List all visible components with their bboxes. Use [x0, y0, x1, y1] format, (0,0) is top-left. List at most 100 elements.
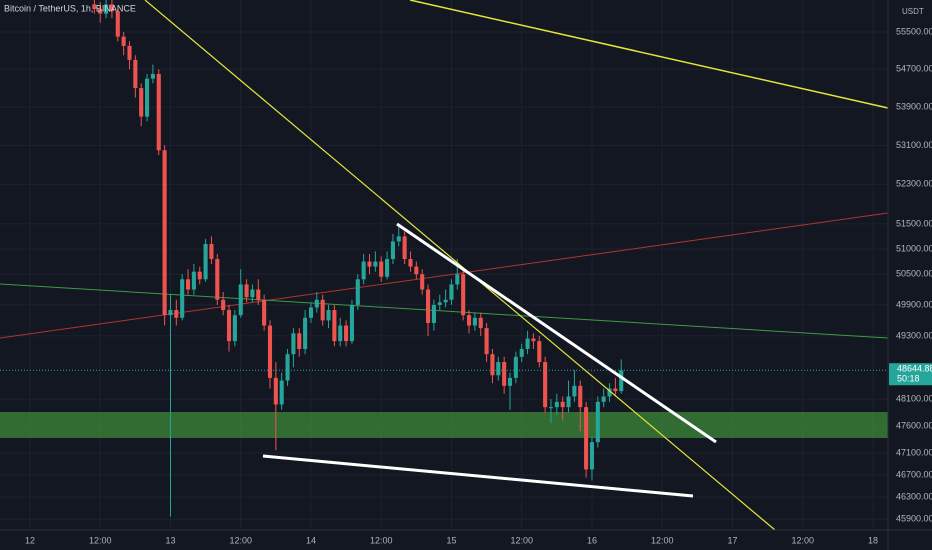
candle-body: [244, 284, 249, 298]
candle-body: [396, 236, 401, 242]
wedge-lower: [262, 454, 694, 498]
x-tick-label: 16: [587, 535, 597, 545]
candle-body: [297, 333, 302, 349]
candle-body: [209, 243, 214, 260]
candle-body: [361, 261, 366, 280]
candle-body: [256, 289, 261, 300]
candle-body: [619, 370, 624, 392]
candle-body: [326, 310, 331, 321]
candle-body: [554, 401, 559, 408]
trendline-yellow-top: [409, 0, 889, 109]
y-tick-label: 45900.00: [896, 514, 932, 524]
candle-body: [414, 266, 419, 275]
candle-body: [291, 333, 296, 355]
candle-body: [115, 11, 120, 37]
candle-body: [197, 271, 202, 280]
candle-body: [92, 4, 97, 10]
candle-body: [496, 362, 501, 376]
y-tick-label: 51500.00: [896, 218, 932, 228]
candle-body: [537, 341, 542, 363]
candle-body: [320, 299, 325, 321]
wedge-upper: [396, 222, 717, 444]
y-tick-label: 49900.00: [896, 299, 932, 309]
candle-body: [572, 385, 577, 397]
candle-body: [420, 274, 425, 290]
candle-body: [478, 317, 483, 329]
chart-title: Bitcoin / TetherUS, 1h, BINANCE: [4, 3, 136, 13]
candle-body: [279, 380, 284, 405]
candle-body: [584, 407, 589, 470]
last-price-box: [889, 363, 932, 386]
candle-body: [443, 299, 448, 303]
y-tick-label: 52300.00: [896, 179, 932, 189]
candle-body: [513, 356, 518, 378]
candle-body: [601, 396, 606, 402]
y-tick-label: 50500.00: [896, 269, 932, 279]
candle-body: [139, 88, 144, 117]
candle-body: [191, 271, 196, 290]
candle-body: [127, 45, 132, 60]
candle-body: [607, 388, 612, 397]
x-tick-label: 15: [446, 535, 456, 545]
candle-body: [150, 73, 155, 79]
candle-body: [431, 304, 436, 323]
candle-body: [232, 315, 237, 342]
grid: [0, 0, 888, 530]
candle-body: [379, 261, 384, 277]
candle-body: [525, 338, 530, 349]
candle-body: [156, 73, 161, 151]
x-tick-label: 12:00: [651, 535, 674, 545]
candle-body: [338, 325, 343, 342]
candle-body: [373, 261, 378, 267]
candle-body: [332, 310, 337, 342]
candle-body: [449, 284, 454, 300]
x-tick-label: 13: [165, 535, 175, 545]
candle-body: [484, 328, 489, 355]
candle-body: [548, 407, 554, 409]
candle-body: [390, 241, 395, 260]
y-tick-label: 46300.00: [896, 491, 932, 501]
candle-body: [185, 279, 191, 290]
candle-body: [145, 78, 150, 117]
candle-body: [215, 259, 220, 300]
candle-body: [595, 401, 600, 443]
countdown-label: 50:18: [897, 374, 920, 384]
candle-body: [180, 279, 185, 318]
candle-body: [238, 284, 243, 316]
x-tick-label: 12:00: [229, 535, 252, 545]
candle-body: [578, 385, 583, 408]
candle-body: [133, 59, 138, 89]
candle-body: [308, 307, 314, 318]
candle-body: [613, 388, 618, 392]
candles: [0, 0, 888, 517]
y-tick-label: 47600.00: [896, 420, 932, 430]
last-price-label: 48644.88: [897, 364, 932, 374]
y-tick-label: 46700.00: [896, 469, 932, 479]
candle-body: [314, 299, 319, 308]
candle-body: [502, 362, 507, 386]
candle-body: [162, 150, 167, 316]
x-tick-label: 18: [868, 535, 878, 545]
trendline-yellow: [144, 0, 776, 531]
candle-body: [472, 317, 477, 326]
y-tick-label: 54700.00: [896, 64, 932, 74]
candle-body: [203, 243, 208, 280]
trendline-green: [0, 283, 889, 339]
candle-body: [98, 9, 103, 14]
candle-body: [425, 289, 431, 323]
candle-body: [285, 354, 290, 381]
y-tick-label: 53100.00: [896, 140, 932, 150]
x-tick-label: 17: [727, 535, 737, 545]
candle-body: [267, 325, 273, 378]
candle-body: [531, 338, 536, 342]
candle-body: [560, 401, 565, 408]
support-zone: [0, 412, 888, 438]
y-tick-label: 49300.00: [896, 330, 932, 340]
y-tick-label: 47100.00: [896, 447, 932, 457]
candle-body: [174, 310, 179, 318]
x-tick-label: 14: [306, 535, 316, 545]
x-tick-label: 12: [25, 535, 35, 545]
candle-body: [344, 325, 349, 342]
